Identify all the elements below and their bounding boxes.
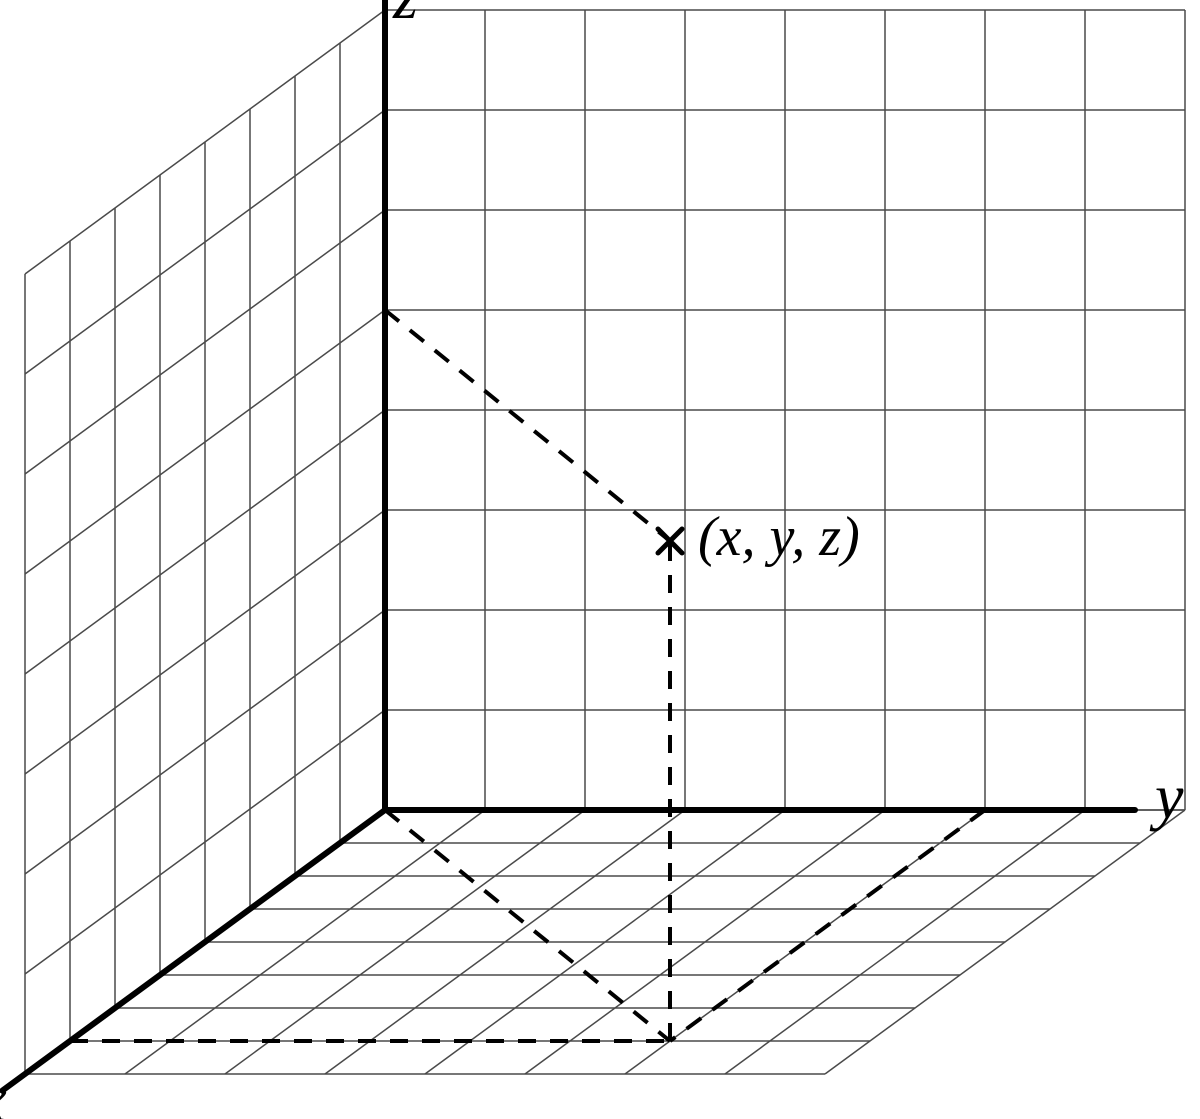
point-label: (x, y, z) [698, 506, 860, 568]
coord-3d-diagram: z y x (x, y, z) [0, 0, 1200, 1119]
x-axis-label: x [0, 1064, 7, 1119]
y-axis-label: y [1149, 761, 1184, 832]
z-axis-label: z [392, 0, 418, 32]
